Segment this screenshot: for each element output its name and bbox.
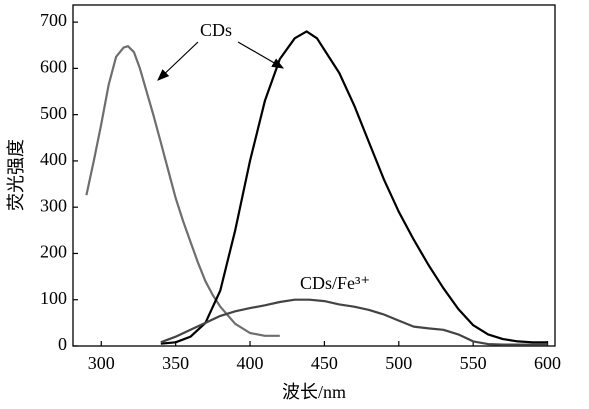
x-tick-label: 500	[385, 353, 412, 373]
arrow	[237, 41, 285, 69]
y-tick-label: 0	[58, 334, 67, 354]
x-tick-label: 400	[237, 353, 264, 373]
line-series	[160, 30, 548, 345]
x-tick-label: 550	[460, 353, 487, 373]
y-tick-label: 300	[40, 195, 67, 215]
y-tick-label: 500	[40, 103, 67, 123]
plot-frame	[72, 4, 556, 347]
annotation: CDs/Fe³⁺	[300, 273, 370, 293]
annotation: CDs	[200, 20, 232, 40]
y-tick-label: 200	[40, 242, 67, 262]
line-series	[160, 298, 548, 346]
y-axis-label: 荧光强度	[6, 139, 26, 211]
y-tick-label: 400	[40, 149, 67, 169]
line-series	[85, 45, 280, 337]
x-tick-label: 300	[88, 353, 115, 373]
x-tick-label: 350	[162, 353, 189, 373]
x-axis-label: 波长/nm	[282, 382, 346, 402]
y-tick-label: 700	[40, 10, 67, 30]
x-tick-label: 600	[534, 353, 561, 373]
y-tick-label: 100	[40, 288, 67, 308]
x-tick-label: 450	[311, 353, 338, 373]
y-tick-label: 600	[40, 57, 67, 77]
arrow	[157, 41, 199, 81]
